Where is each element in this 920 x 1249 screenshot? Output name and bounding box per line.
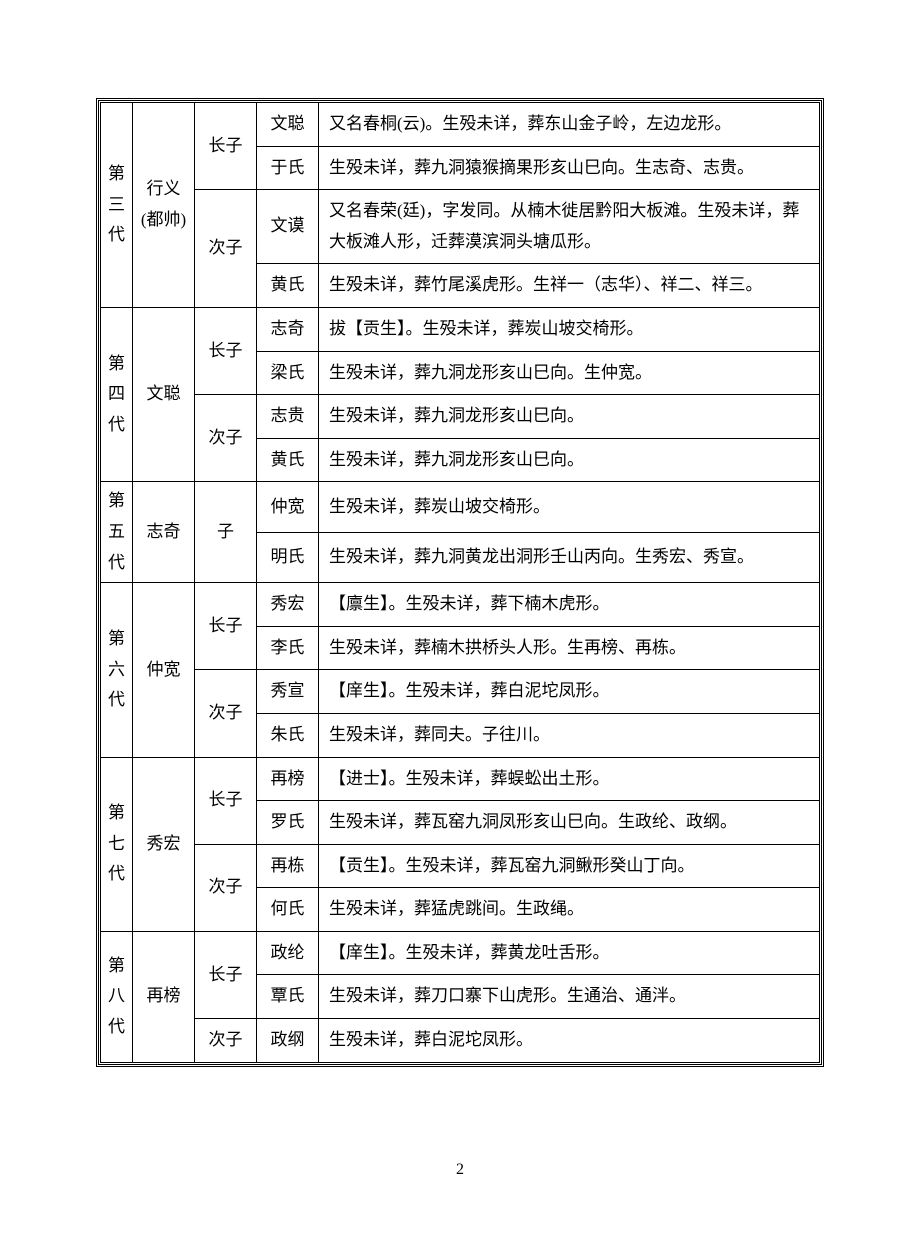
ancestor-cell: 行义(都帅) — [133, 103, 195, 308]
description-cell: 【廪生】。生殁未详，葬下楠木虎形。 — [319, 583, 820, 627]
description-cell: 【贡生】。生殁未详，葬瓦窑九洞鳅形癸山丁向。 — [319, 844, 820, 888]
relation-cell: 长子 — [195, 757, 257, 844]
page-number: 2 — [0, 1161, 920, 1179]
ancestor-cell: 秀宏 — [133, 757, 195, 931]
description-cell: 生殁未详，葬九洞龙形亥山巳向。 — [319, 438, 820, 482]
description-cell: 生殁未详，葬白泥坨凤形。 — [319, 1019, 820, 1063]
description-cell: 生殁未详，葬同夫。子往川。 — [319, 713, 820, 757]
person-name: 志贵 — [257, 395, 319, 439]
relation-cell: 长子 — [195, 931, 257, 1018]
generation-cell: 第七代 — [101, 757, 133, 931]
relation-cell: 长子 — [195, 583, 257, 670]
description-cell: 生殁未详，葬竹尾溪虎形。生祥一（志华）、祥二、祥三。 — [319, 264, 820, 308]
relation-cell: 次子 — [195, 844, 257, 931]
description-cell: 生殁未详，葬楠木拱桥头人形。生再榜、再栋。 — [319, 626, 820, 670]
description-cell: 生殁未详，葬九洞龙形亥山巳向。 — [319, 395, 820, 439]
description-cell: 【庠生】。生殁未详，葬白泥坨凤形。 — [319, 670, 820, 714]
description-cell: 生殁未详，葬猛虎跳间。生政绳。 — [319, 888, 820, 932]
person-name: 再栋 — [257, 844, 319, 888]
person-name: 李氏 — [257, 626, 319, 670]
description-cell: 生殁未详，葬九洞黄龙出洞形壬山丙向。生秀宏、秀宣。 — [319, 532, 820, 582]
person-name: 秀宏 — [257, 583, 319, 627]
generation-cell: 第八代 — [101, 931, 133, 1062]
ancestor-cell: 志奇 — [133, 482, 195, 583]
person-name: 文谟 — [257, 190, 319, 264]
description-cell: 拔【贡生】。生殁未详，葬炭山坡交椅形。 — [319, 307, 820, 351]
description-cell: 【庠生】。生殁未详，葬黄龙吐舌形。 — [319, 931, 820, 975]
ancestor-cell: 仲宽 — [133, 583, 195, 757]
person-name: 何氏 — [257, 888, 319, 932]
generation-cell: 第三代 — [101, 103, 133, 308]
description-cell: 【进士】。生殁未详，葬蜈蚣出土形。 — [319, 757, 820, 801]
person-name: 秀宣 — [257, 670, 319, 714]
relation-cell: 子 — [195, 482, 257, 583]
person-name: 明氏 — [257, 532, 319, 582]
description-cell: 生殁未详，葬炭山坡交椅形。 — [319, 482, 820, 532]
person-name: 仲宽 — [257, 482, 319, 532]
description-cell: 生殁未详，葬九洞龙形亥山巳向。生仲宽。 — [319, 351, 820, 395]
generation-cell: 第五代 — [101, 482, 133, 583]
description-cell: 又名春桐(云)。生殁未详，葬东山金子岭，左边龙形。 — [319, 103, 820, 147]
description-cell: 生殁未详，葬瓦窑九洞凤形亥山巳向。生政纶、政纲。 — [319, 801, 820, 845]
person-name: 志奇 — [257, 307, 319, 351]
person-name: 再榜 — [257, 757, 319, 801]
description-cell: 生殁未详，葬九洞猿猴摘果形亥山巳向。生志奇、志贵。 — [319, 146, 820, 190]
person-name: 罗氏 — [257, 801, 319, 845]
generation-cell: 第四代 — [101, 307, 133, 481]
person-name: 覃氏 — [257, 975, 319, 1019]
generation-cell: 第六代 — [101, 583, 133, 757]
person-name: 于氏 — [257, 146, 319, 190]
ancestor-cell: 文聪 — [133, 307, 195, 481]
relation-cell: 次子 — [195, 395, 257, 482]
person-name: 政纲 — [257, 1019, 319, 1063]
person-name: 黄氏 — [257, 438, 319, 482]
relation-cell: 长子 — [195, 307, 257, 394]
person-name: 文聪 — [257, 103, 319, 147]
relation-cell: 次子 — [195, 670, 257, 757]
relation-cell: 次子 — [195, 1019, 257, 1063]
ancestor-cell: 再榜 — [133, 931, 195, 1062]
description-cell: 又名春荣(廷)，字发同。从楠木徙居黔阳大板滩。生殁未详，葬大板滩人形，迁葬漠滨洞… — [319, 190, 820, 264]
person-name: 朱氏 — [257, 713, 319, 757]
person-name: 黄氏 — [257, 264, 319, 308]
genealogy-table: 第三代 行义(都帅) 长子 文聪 又名春桐(云)。生殁未详，葬东山金子岭，左边龙… — [100, 102, 820, 1063]
person-name: 梁氏 — [257, 351, 319, 395]
relation-cell: 次子 — [195, 190, 257, 308]
relation-cell: 长子 — [195, 103, 257, 190]
person-name: 政纶 — [257, 931, 319, 975]
description-cell: 生殁未详，葬刀口寨下山虎形。生通治、通泮。 — [319, 975, 820, 1019]
